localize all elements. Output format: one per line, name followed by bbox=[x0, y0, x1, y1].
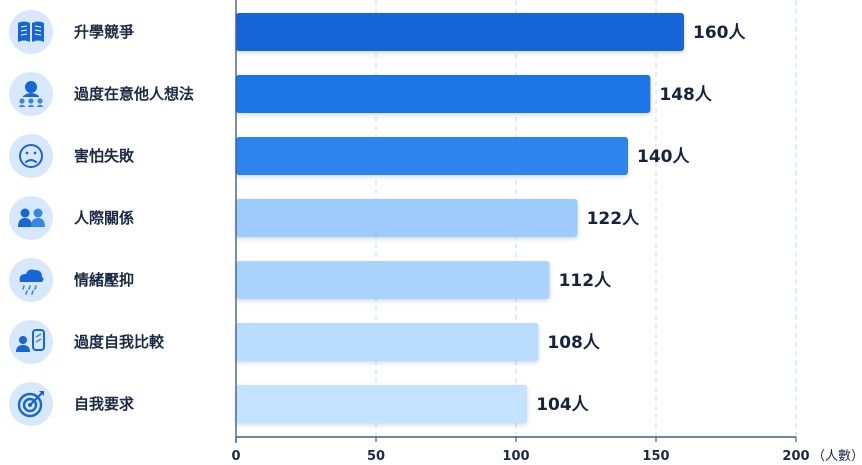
person-mirror-icon bbox=[9, 320, 53, 364]
x-tick-label-0: 0 bbox=[231, 449, 240, 464]
axes: 0 50 100 150 200 （人數） bbox=[231, 0, 862, 464]
bars: 160人 148人 140人 122人 112人 108人 104人 bbox=[236, 13, 746, 423]
category-label-6: 過度自我比較 bbox=[73, 333, 165, 351]
bar-7 bbox=[236, 385, 528, 423]
bar-1 bbox=[236, 13, 684, 51]
category-label-1: 升學競爭 bbox=[74, 23, 134, 41]
x-tick-label-100: 100 bbox=[502, 449, 529, 464]
x-tick-label-200: 200 bbox=[782, 449, 809, 464]
category-label-7: 自我要求 bbox=[74, 395, 135, 413]
rain-cloud-icon bbox=[9, 258, 53, 302]
x-axis-unit-label: （人數） bbox=[812, 449, 862, 464]
bar-3 bbox=[236, 137, 628, 175]
target-icon bbox=[9, 382, 53, 426]
bar-6 bbox=[236, 323, 539, 361]
category-label-4: 人際關係 bbox=[74, 209, 134, 227]
sad-face-icon bbox=[9, 134, 53, 178]
x-tick-label-150: 150 bbox=[642, 449, 669, 464]
value-label-5: 112人 bbox=[559, 271, 612, 291]
two-people-icon bbox=[9, 196, 53, 240]
value-label-1: 160人 bbox=[693, 23, 746, 43]
bar-4 bbox=[236, 199, 578, 237]
value-label-4: 122人 bbox=[587, 209, 640, 229]
category-label-5: 情緒壓抑 bbox=[74, 271, 134, 289]
bar-5 bbox=[236, 261, 550, 299]
category-label-3: 害怕失敗 bbox=[74, 147, 135, 165]
category-label-2: 過度在意他人想法 bbox=[73, 85, 194, 103]
value-label-7: 104人 bbox=[536, 395, 589, 415]
worried-person-group-icon bbox=[9, 72, 53, 116]
value-label-3: 140人 bbox=[637, 147, 690, 167]
value-label-2: 148人 bbox=[659, 85, 712, 105]
value-label-6: 108人 bbox=[547, 333, 600, 353]
x-tick-label-50: 50 bbox=[367, 449, 385, 464]
book-icon bbox=[9, 10, 53, 54]
bar-2 bbox=[236, 75, 651, 113]
